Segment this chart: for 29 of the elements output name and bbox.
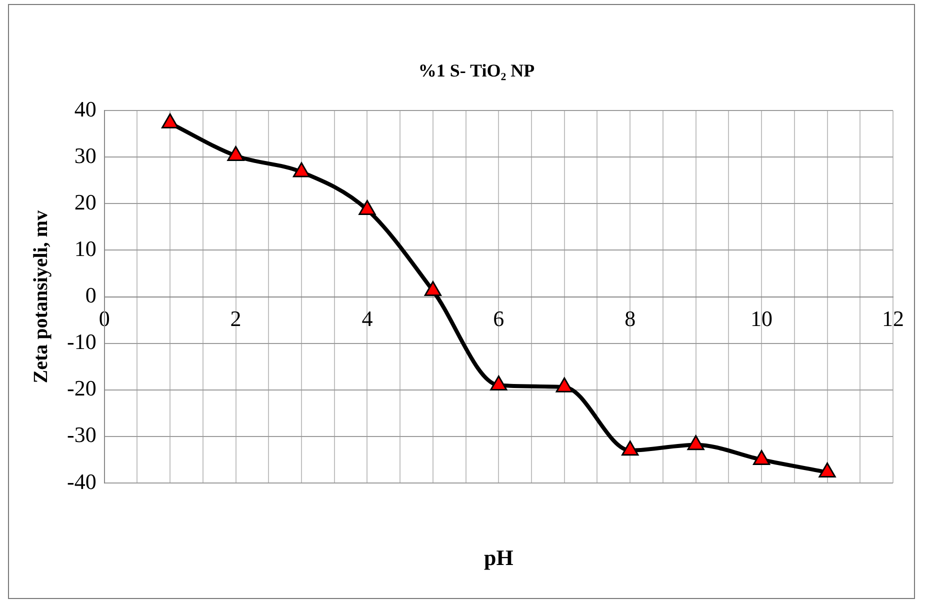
x-axis-title: pH [484,545,514,570]
x-tick-label: 2 [230,306,242,331]
point [162,113,179,128]
point [227,146,244,162]
point [358,200,376,215]
point [490,375,508,390]
y-tick-label: 40 [74,96,96,122]
x-tick-label: 10 [750,306,773,331]
y-tick-label: -20 [67,376,96,401]
x-tick-label: 8 [624,306,636,331]
y-tick-label: 30 [74,142,96,168]
y-axis-title: Zeta potansiyeli, mv [30,210,52,384]
point [292,162,310,178]
point [556,377,573,392]
point [622,440,639,456]
y-tick-label: -10 [67,329,96,354]
y-tick-label: -40 [67,468,96,494]
x-tick-label: 4 [362,306,373,331]
chart-title: %1 S- TiO₂ NP [418,60,535,80]
y-tick-label: 0 [85,282,96,308]
y-tick-label: 20 [74,189,96,214]
x-tick-label: 12 [882,306,904,331]
point [818,462,836,478]
point [687,435,704,450]
point [753,450,770,465]
y-tick-label: -30 [67,422,96,448]
point [424,281,442,296]
x-tick-label: 6 [493,306,504,331]
y-tick-label: 10 [74,236,96,262]
